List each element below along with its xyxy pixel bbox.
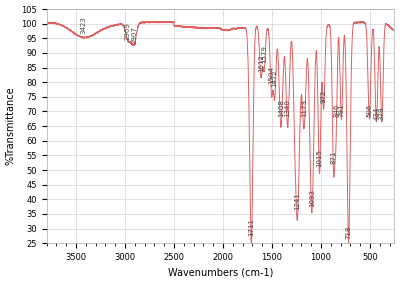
Text: 972: 972 [321,89,327,103]
Text: 2907: 2907 [131,26,137,44]
Text: 791: 791 [338,104,344,117]
Y-axis label: %Transmittance: %Transmittance [6,87,16,166]
Text: 1472: 1472 [272,69,278,87]
Text: 718: 718 [346,225,352,239]
Text: 379: 379 [379,107,385,120]
Text: 846: 846 [333,104,339,117]
Text: 1340: 1340 [285,99,291,117]
Text: 2969: 2969 [125,22,131,40]
Text: 871: 871 [330,151,336,164]
Text: 1173: 1173 [301,99,307,117]
Text: 3423: 3423 [80,16,86,34]
Text: 1015: 1015 [316,149,322,167]
Text: 506: 506 [366,104,372,117]
Text: 434: 434 [374,107,380,120]
Text: 1241: 1241 [294,192,300,209]
Text: 1579: 1579 [261,45,267,63]
Text: 1408: 1408 [278,99,284,117]
Text: 1093: 1093 [309,188,315,207]
Text: 1711: 1711 [248,218,254,236]
Text: 1612: 1612 [258,54,264,72]
Text: 1504: 1504 [268,66,274,84]
X-axis label: Wavenumbers (cm-1): Wavenumbers (cm-1) [168,267,273,277]
